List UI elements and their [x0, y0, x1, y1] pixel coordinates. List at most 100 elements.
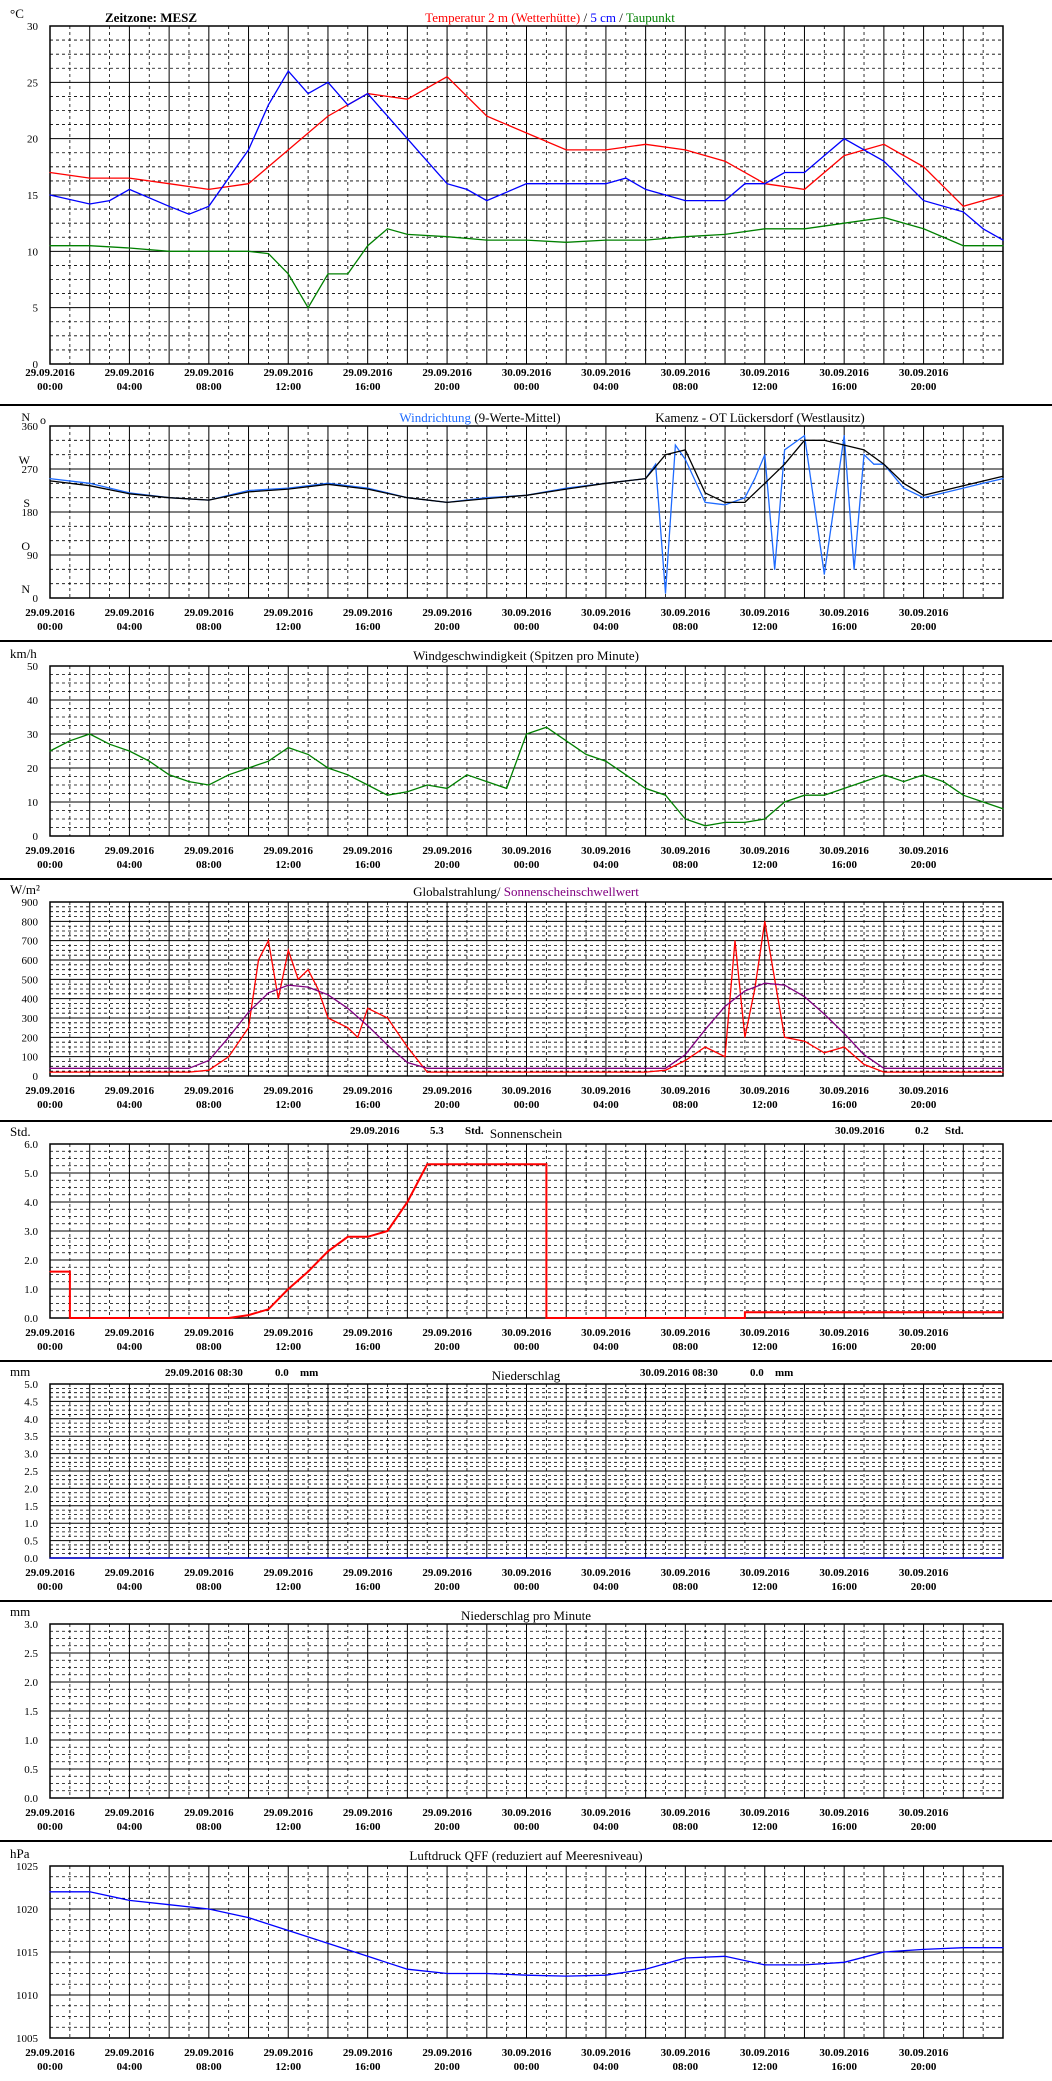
data-point	[367, 1007, 369, 1009]
data-point	[863, 781, 865, 783]
data-point	[744, 183, 746, 185]
series-line	[188, 984, 428, 1069]
data-point	[367, 93, 369, 95]
x-tick-date: 29.09.2016	[343, 1567, 393, 1579]
data-point	[684, 1059, 686, 1062]
y-tick-label: 0.5	[24, 1764, 38, 1776]
data-point	[287, 949, 289, 951]
chart-title-part: Windrichtung	[399, 410, 471, 425]
x-tick-time: 00:00	[514, 1821, 540, 1833]
data-point	[89, 485, 91, 487]
x-tick-time: 12:00	[275, 2061, 301, 2073]
data-point	[386, 115, 389, 117]
x-tick-time: 20:00	[434, 621, 460, 633]
data-point	[883, 160, 885, 162]
y-tick-label: 3.5	[24, 1431, 38, 1443]
data-point	[525, 733, 528, 735]
data-point	[744, 1036, 746, 1038]
data-point	[89, 203, 91, 205]
chart-title-part: /	[616, 10, 626, 25]
data-point	[426, 1163, 428, 1165]
data-point	[49, 171, 51, 174]
x-tick-time: 08:00	[196, 1821, 222, 1833]
x-tick-date: 29.09.2016	[184, 1567, 234, 1579]
data-point	[803, 1964, 806, 1966]
data-point	[605, 183, 607, 185]
data-point	[347, 104, 349, 106]
x-tick-date: 29.09.2016	[343, 1085, 393, 1097]
x-tick-time: 20:00	[434, 1581, 460, 1593]
data-point	[49, 245, 51, 247]
y-tick-label: 0	[33, 359, 39, 371]
data-point	[327, 1250, 329, 1252]
plot-frame	[49, 1143, 1004, 1319]
data-point	[645, 478, 647, 480]
data-point	[188, 1067, 190, 1069]
x-tick-date: 29.09.2016	[105, 367, 155, 379]
chart-title-part: /	[580, 10, 590, 25]
data-point	[208, 188, 210, 190]
data-point	[49, 1557, 51, 1559]
data-point	[962, 211, 964, 213]
data-point	[754, 988, 756, 990]
summary-unit: Std.	[945, 1125, 964, 1137]
data-point	[704, 1046, 706, 1048]
x-tick-time: 12:00	[752, 1821, 778, 1833]
station-name: Kamenz - OT Lückersdorf (Westlausitz)	[655, 410, 865, 425]
data-point	[446, 76, 448, 78]
x-tick-date: 29.09.2016	[343, 367, 393, 379]
x-tick-time: 00:00	[37, 1581, 63, 1593]
data-point	[863, 1063, 865, 1065]
x-tick-time: 20:00	[434, 1099, 460, 1111]
data-point	[823, 155, 825, 157]
compass-label: O	[21, 539, 30, 553]
data-point	[684, 449, 686, 451]
data-point	[843, 155, 845, 157]
data-point	[307, 969, 309, 971]
data-point	[923, 228, 925, 230]
chart-title: Windrichtung (9-Werte-Mittel)	[399, 410, 560, 425]
data-point	[247, 491, 250, 493]
data-point	[168, 774, 170, 776]
x-tick-date: 30.09.2016	[581, 2047, 631, 2059]
panel-separator	[0, 1600, 1052, 1602]
unit-label: mm	[10, 1604, 30, 1619]
data-point	[605, 1974, 607, 1976]
chart-title: Niederschlag	[492, 1368, 561, 1383]
data-point	[525, 183, 528, 185]
data-point	[247, 1314, 250, 1316]
plot-frame	[49, 1865, 1004, 2039]
data-point	[367, 245, 369, 247]
x-tick-date: 30.09.2016	[819, 1327, 869, 1339]
x-tick-time: 12:00	[275, 1099, 301, 1111]
x-tick-time: 04:00	[593, 1821, 619, 1833]
data-point	[803, 439, 806, 441]
data-point	[1002, 1311, 1004, 1313]
data-point	[883, 1071, 885, 1073]
data-point	[764, 454, 766, 456]
x-tick-date: 30.09.2016	[581, 367, 631, 379]
x-tick-time: 04:00	[117, 1099, 143, 1111]
data-point	[803, 188, 806, 190]
y-tick-label: 50	[27, 661, 39, 673]
x-tick-date: 29.09.2016	[422, 607, 472, 619]
temperature-chart: 0 5 10 15 20 25 30°C Zeitzone: MESZ Temperatur 2…	[10, 6, 1004, 393]
data-point	[883, 463, 885, 465]
data-point	[188, 1071, 190, 1073]
data-point	[446, 787, 448, 789]
x-tick-time: 04:00	[593, 381, 619, 393]
data-point	[327, 1017, 329, 1019]
x-tick-time: 12:00	[275, 1821, 301, 1833]
data-point	[228, 774, 230, 776]
data-point	[168, 497, 170, 499]
data-point	[565, 149, 567, 151]
data-point	[664, 454, 667, 456]
y-tick-label: 5	[33, 303, 39, 315]
y-tick-label: 1.0	[24, 1284, 38, 1296]
x-tick-time: 20:00	[434, 1821, 460, 1833]
x-tick-date: 29.09.2016	[264, 845, 314, 857]
data-point	[89, 1891, 91, 1893]
x-tick-time: 16:00	[831, 621, 857, 633]
x-tick-date: 30.09.2016	[661, 1327, 711, 1339]
